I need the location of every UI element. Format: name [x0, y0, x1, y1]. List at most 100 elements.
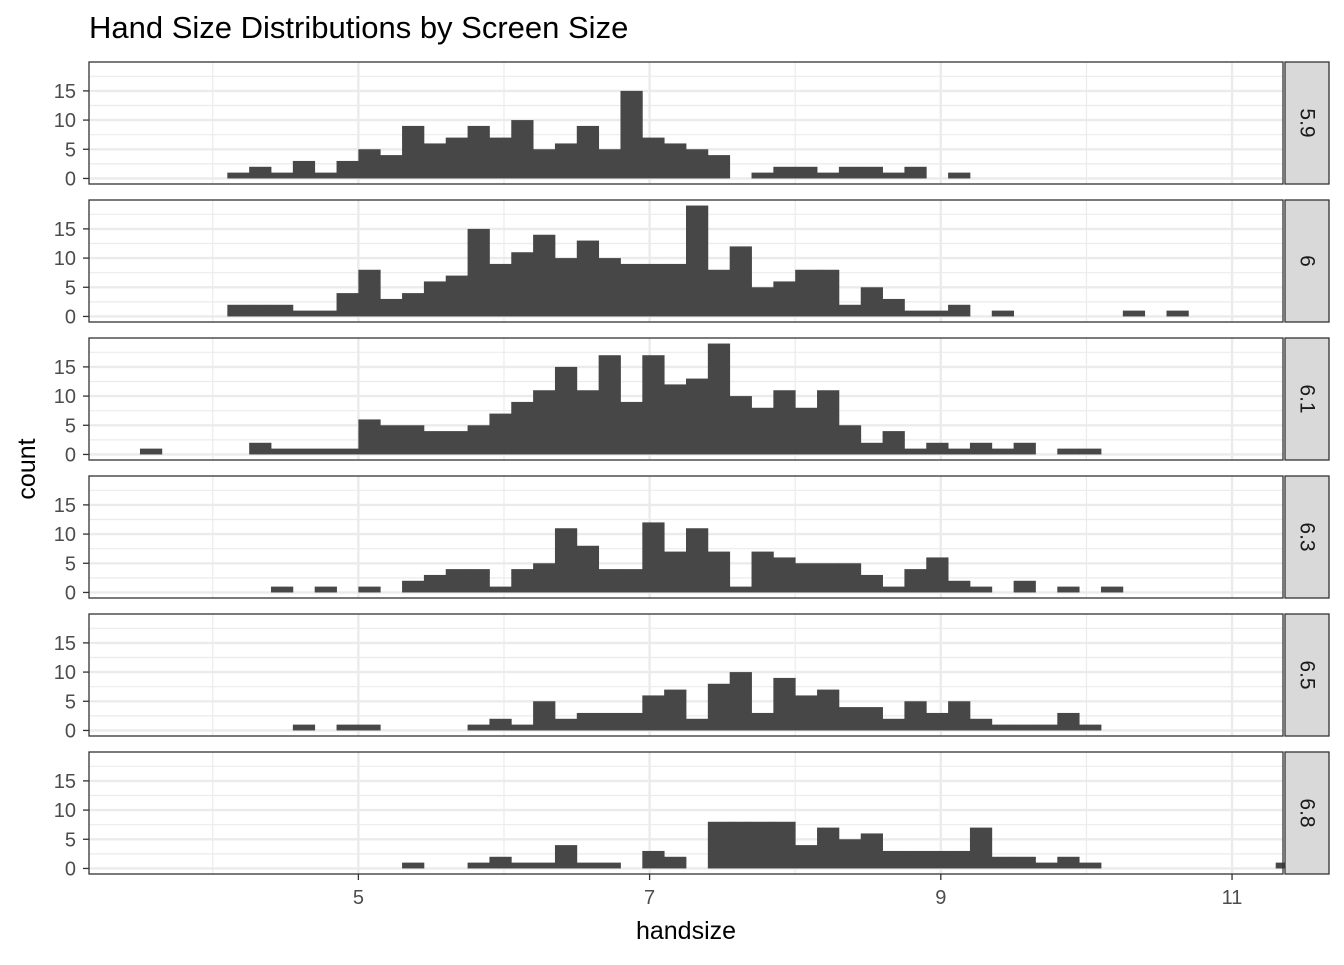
histogram-bar	[664, 856, 687, 869]
histogram-bar	[489, 137, 512, 179]
histogram-bar	[817, 390, 840, 455]
histogram-bar	[686, 378, 709, 455]
histogram-bar	[664, 689, 687, 731]
histogram-bar	[773, 281, 796, 317]
histogram-bar	[511, 401, 534, 455]
histogram-bar	[707, 683, 731, 731]
histogram-bar	[795, 407, 818, 455]
histogram-bar	[576, 862, 600, 869]
histogram-bar	[838, 563, 862, 593]
histogram-bar	[1057, 856, 1080, 869]
histogram-bar	[533, 563, 556, 593]
histogram-bar	[773, 821, 796, 869]
panel-border	[88, 199, 1284, 323]
histogram-bar	[467, 862, 490, 869]
histogram-bar	[773, 390, 796, 455]
facet-strip	[1284, 61, 1330, 185]
y-tick-label: 5	[65, 415, 76, 437]
histogram-bar	[314, 586, 337, 593]
y-axis-label: count	[13, 438, 41, 499]
histogram-bar	[292, 724, 316, 731]
histogram-bar	[642, 355, 665, 455]
histogram-bar	[860, 287, 883, 317]
histogram-bar	[336, 293, 359, 317]
histogram-bar	[751, 551, 774, 593]
histogram-bar	[751, 287, 774, 317]
histogram-bar	[882, 718, 905, 731]
histogram-bar	[358, 269, 381, 317]
histogram-bar	[1057, 712, 1080, 731]
y-tick-label: 10	[54, 248, 76, 270]
histogram-bar	[358, 419, 381, 455]
histogram-bar	[773, 677, 796, 731]
histogram-bar	[336, 724, 359, 731]
histogram-bar	[598, 258, 621, 317]
y-tick-label: 5	[65, 553, 76, 575]
panel-background	[89, 752, 1283, 874]
histogram-bar	[336, 160, 359, 179]
facet-strip-label: 6.3	[1296, 522, 1319, 551]
histogram-bar	[620, 90, 643, 179]
histogram-bar	[969, 718, 993, 731]
histogram-bar	[402, 580, 425, 593]
histogram-bar	[489, 586, 512, 593]
histogram-bar	[664, 263, 687, 317]
histogram-bar	[686, 528, 709, 593]
histogram-bar	[445, 137, 468, 179]
histogram-bar	[249, 442, 272, 455]
histogram-bar	[423, 281, 447, 317]
histogram-bar	[445, 569, 468, 593]
facet-panel-6.3: 0 5 10 15 6.3	[54, 475, 1330, 604]
histogram-bar	[991, 856, 1015, 869]
histogram-bar	[729, 672, 752, 731]
histogram-bar	[773, 166, 796, 179]
y-tick-label: 15	[54, 633, 76, 655]
histogram-bar	[554, 143, 578, 179]
histogram-bar	[969, 442, 993, 455]
histogram-bar	[380, 298, 403, 317]
y-tick-label: 0	[65, 444, 76, 466]
histogram-bar	[948, 448, 971, 455]
histogram-bar	[467, 425, 490, 455]
y-tick-label: 0	[65, 720, 76, 742]
facet-strip-label: 6.8	[1296, 798, 1319, 827]
histogram-bar	[358, 586, 381, 593]
x-tick-label: 9	[935, 887, 946, 909]
y-tick-label: 15	[54, 219, 76, 241]
histogram-bar	[620, 712, 643, 731]
histogram-bar	[402, 425, 425, 455]
histogram-bar	[554, 366, 578, 455]
histogram-bar	[249, 166, 272, 179]
histogram-bar	[576, 390, 600, 455]
panel-border	[88, 613, 1284, 737]
histogram-bar	[1013, 442, 1036, 455]
histogram-bar	[598, 149, 621, 179]
histogram-bar	[445, 431, 468, 455]
histogram-bar	[729, 246, 752, 317]
histogram-bar	[642, 695, 665, 731]
histogram-bar	[467, 228, 490, 317]
facet-panel-6: 0 5 10 15 6	[54, 199, 1330, 328]
histogram-bar	[904, 310, 927, 317]
histogram-bar	[795, 845, 818, 869]
histogram-bar	[598, 569, 621, 593]
histogram-bar	[926, 442, 949, 455]
facet-panels: 0 5 10 15 5.9 0 5 10 15 6 0 5 10 15 6.1 0 5 10 15 6.3 0 5 10 15…	[54, 61, 1330, 880]
y-tick-label: 10	[54, 524, 76, 546]
histogram-bar	[533, 149, 556, 179]
histogram-bar	[227, 172, 250, 179]
histogram-bar	[271, 172, 294, 179]
histogram-bar	[664, 143, 687, 179]
histogram-bar	[751, 172, 774, 179]
y-tick-label: 0	[65, 168, 76, 190]
histogram-bar	[489, 263, 512, 317]
histogram-bar	[1122, 310, 1146, 317]
histogram-bar	[1166, 310, 1189, 317]
histogram-bar	[795, 269, 818, 317]
histogram-bar	[533, 701, 556, 731]
histogram-bar	[707, 551, 731, 593]
histogram-bar	[576, 240, 600, 317]
histogram-bar	[1035, 724, 1058, 731]
y-tick-label: 15	[54, 771, 76, 793]
y-tick-label: 5	[65, 691, 76, 713]
